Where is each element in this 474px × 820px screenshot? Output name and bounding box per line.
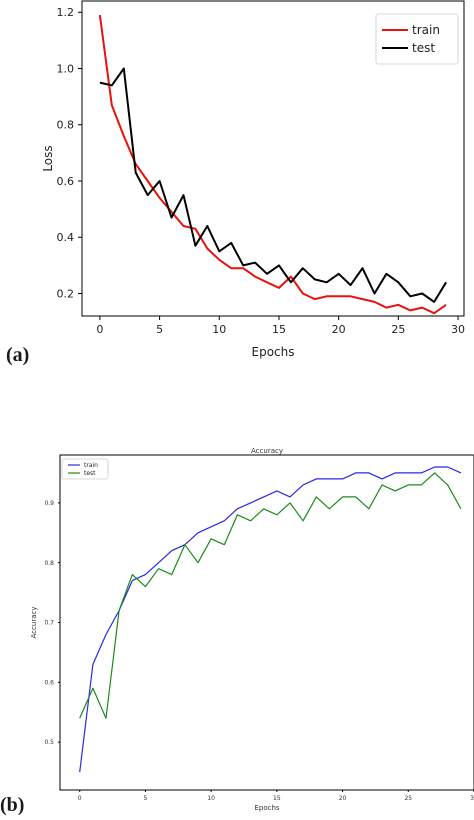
y-axis-label: Loss [41,145,55,171]
y-tick-label: 0.4 [57,231,75,244]
x-tick-label: 10 [212,323,226,336]
x-tick-label: 20 [332,323,346,336]
x-tick-label: 5 [156,323,163,336]
x-tick-label: 20 [339,795,347,802]
x-axis-label: Epochs [254,804,279,812]
series-line-train [79,466,462,773]
y-tick-label: 1.2 [57,6,75,19]
series-line-test [99,67,447,303]
legend-box [375,13,459,65]
y-tick-label: 0.6 [44,679,54,686]
series-line-train [98,14,447,315]
x-tick-label: 30 [451,323,465,336]
legend-label-train: train [84,462,98,469]
x-tick-label: 15 [272,323,286,336]
chart-1: 0 5 10 15 20 25 30 0.2 0.4 0.6 0.8 1.0 1.2 Epochs Loss… [41,0,465,359]
x-tick-label: 30 [470,795,474,802]
y-tick-label: 0.6 [57,175,75,188]
y-tick-label: 0.2 [57,287,75,300]
plot-frame [81,0,465,317]
legend-label-train: train [412,23,440,37]
x-tick-label: 5 [144,795,148,802]
y-tick-label: 0.8 [57,119,75,132]
legend-label-test: test [84,470,96,477]
y-tick-label: 0.5 [44,739,54,746]
y-tick-label: 1.0 [57,62,75,75]
x-tick-label: 0 [96,323,103,336]
series-line-test [79,472,462,719]
panel-label-b: (b) [0,794,25,816]
chart-title: Accuracy [251,447,283,455]
panel-label-a: (a) [6,344,30,366]
legend-box [61,458,109,480]
x-tick-label: 15 [273,795,281,802]
plot-frame [59,454,474,791]
x-tick-label: 0 [78,795,82,802]
x-tick-label: 10 [207,795,215,802]
chart-2: Accuracy 0 5 10 15 20 25 30 0.5 0.6 0.7 0.8 0.9 Epoch… [30,447,474,812]
x-tick-label: 25 [404,795,412,802]
y-axis-label: Accuracy [30,607,38,639]
legend-label-test: test [412,41,435,55]
y-tick-label: 0.8 [44,560,54,567]
y-tick-label: 0.9 [44,500,54,507]
y-tick-label: 0.7 [44,620,54,627]
x-axis-label: Epochs [252,345,295,359]
x-tick-label: 25 [391,323,405,336]
legend: train test [375,13,459,65]
